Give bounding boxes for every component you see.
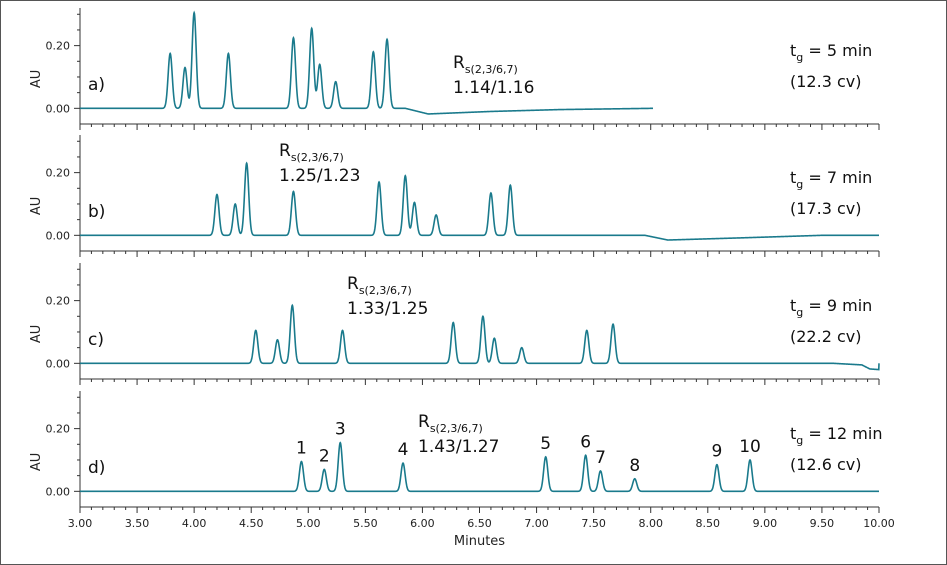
peak-number-label: 2	[319, 446, 330, 466]
resolution-label: Rs(2,3/6,7)	[279, 141, 344, 164]
peak-number-label: 1	[296, 439, 307, 459]
panel-label: a)	[88, 75, 105, 95]
x-tick-label: 5.50	[353, 517, 378, 530]
x-tick-label: 9.50	[810, 517, 835, 530]
x-tick-label: 5.00	[296, 517, 321, 530]
peak-number-label: 7	[595, 448, 606, 468]
x-axis-title: Minutes	[454, 534, 505, 549]
x-tick-label: 4.00	[182, 517, 207, 530]
resolution-value: 1.43/1.27	[418, 437, 499, 457]
column-volume-label: (12.3 cv)	[790, 72, 861, 91]
x-tick-label: 9.00	[753, 517, 778, 530]
x-tick-label: 7.00	[524, 517, 549, 530]
y-axis-title: AU	[29, 453, 44, 471]
x-tick-label: 8.50	[696, 517, 721, 530]
y-tick-label: 0.00	[46, 485, 71, 498]
column-volume-label: (17.3 cv)	[790, 199, 861, 218]
panel-label: c)	[88, 330, 104, 350]
resolution-value: 1.25/1.23	[279, 166, 360, 186]
chromatogram-trace	[80, 161, 879, 241]
column-volume-label: (22.2 cv)	[790, 327, 861, 346]
chromatogram-trace	[80, 10, 654, 115]
chromatogram-trace	[80, 303, 880, 371]
x-tick-label: 6.50	[467, 517, 492, 530]
y-tick-label: 0.00	[46, 102, 71, 115]
gradient-time-label: tg = 12 min	[790, 424, 882, 447]
peak-number-label: 6	[580, 432, 591, 452]
y-axis-title: AU	[29, 325, 44, 343]
peak-number-label: 5	[540, 434, 551, 454]
peak-number-label: 8	[629, 456, 640, 476]
panel-3: 0.00 0.20 AU c) Rs(2,3/6,7)1.33/1.25 tg = 9 m…	[29, 263, 880, 385]
peak-number-label: 9	[712, 442, 723, 462]
y-tick-label: 0.20	[46, 167, 71, 180]
peak-number-label: 10	[739, 437, 761, 457]
column-volume-label: (12.6 cv)	[790, 455, 861, 474]
resolution-label: Rs(2,3/6,7)	[418, 412, 483, 435]
peak-number-label: 3	[335, 420, 346, 440]
y-tick-label: 0.20	[46, 295, 71, 308]
x-tick-label: 4.50	[239, 517, 264, 530]
y-axis-title: AU	[29, 197, 44, 215]
resolution-label: Rs(2,3/6,7)	[453, 53, 518, 76]
panel-2: 0.00 0.20 AU b) Rs(2,3/6,7)1.25/1.23 tg = 7 m…	[29, 135, 880, 257]
gradient-time-label: tg = 7 min	[790, 168, 872, 191]
panel-1: 0.00 0.20 AU a) Rs(2,3/6,7)1.14/1.16 tg = 5 m…	[29, 8, 880, 130]
x-tick-label: 8.00	[638, 517, 663, 530]
x-tick-label: 7.50	[581, 517, 606, 530]
resolution-label: Rs(2,3/6,7)	[347, 274, 412, 297]
resolution-value: 1.14/1.16	[453, 78, 534, 98]
y-axis-title: AU	[29, 70, 44, 88]
resolution-value: 1.33/1.25	[347, 299, 428, 319]
panel-label: b)	[88, 202, 105, 222]
y-tick-label: 0.00	[46, 357, 71, 370]
gradient-time-label: tg = 5 min	[790, 41, 872, 64]
y-tick-label: 0.20	[46, 40, 71, 53]
gradient-time-label: tg = 9 min	[790, 296, 872, 319]
x-tick-label: 6.00	[410, 517, 435, 530]
y-tick-label: 0.00	[46, 229, 71, 242]
x-tick-label: 3.50	[125, 517, 150, 530]
y-tick-label: 0.20	[46, 423, 71, 436]
peak-number-label: 4	[398, 440, 409, 460]
x-tick-label: 10.00	[863, 517, 895, 530]
chromatogram-trace	[80, 441, 879, 493]
panel-label: d)	[88, 458, 105, 478]
x-tick-label: 3.00	[68, 517, 93, 530]
panel-4: 0.00 0.20 AU 1 23 4 5 67 8 9 10 d) Rs(2,3/6,7)1.43/1…	[29, 391, 882, 513]
